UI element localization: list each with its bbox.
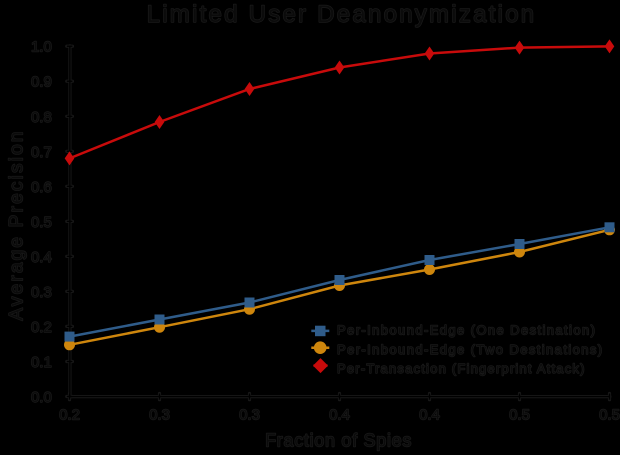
svg-text:Per-Transaction (Fingerprint A: Per-Transaction (Fingerprint Attack) bbox=[337, 361, 586, 376]
svg-text:0.4: 0.4 bbox=[31, 249, 52, 266]
svg-text:0.3: 0.3 bbox=[149, 406, 170, 423]
svg-text:0.6: 0.6 bbox=[31, 179, 52, 196]
svg-text:0.8: 0.8 bbox=[31, 109, 52, 126]
svg-text:Fraction of Spies: Fraction of Spies bbox=[265, 430, 412, 450]
svg-text:0.5: 0.5 bbox=[31, 214, 52, 231]
svg-text:Limited User Deanonymization: Limited User Deanonymization bbox=[147, 1, 537, 28]
svg-text:0.4: 0.4 bbox=[329, 406, 350, 423]
svg-text:0.3: 0.3 bbox=[239, 406, 260, 423]
svg-text:0.0: 0.0 bbox=[31, 389, 52, 406]
svg-text:Per-Inbound-Edge (Two Destinat: Per-Inbound-Edge (Two Destinations) bbox=[337, 342, 604, 357]
svg-text:0.7: 0.7 bbox=[31, 144, 52, 161]
svg-text:Average Precision: Average Precision bbox=[7, 129, 28, 320]
svg-text:0.5: 0.5 bbox=[509, 406, 530, 423]
svg-text:0.3: 0.3 bbox=[31, 284, 52, 301]
svg-text:0.4: 0.4 bbox=[419, 406, 440, 423]
svg-text:0.2: 0.2 bbox=[59, 406, 80, 423]
svg-text:Per-Inbound-Edge (One Destinat: Per-Inbound-Edge (One Destination) bbox=[337, 323, 596, 338]
svg-text:1.0: 1.0 bbox=[31, 39, 52, 56]
svg-text:0.2: 0.2 bbox=[31, 319, 52, 336]
svg-text:0.1: 0.1 bbox=[31, 354, 52, 371]
svg-text:0.9: 0.9 bbox=[31, 74, 52, 91]
svg-text:0.5: 0.5 bbox=[599, 406, 620, 423]
